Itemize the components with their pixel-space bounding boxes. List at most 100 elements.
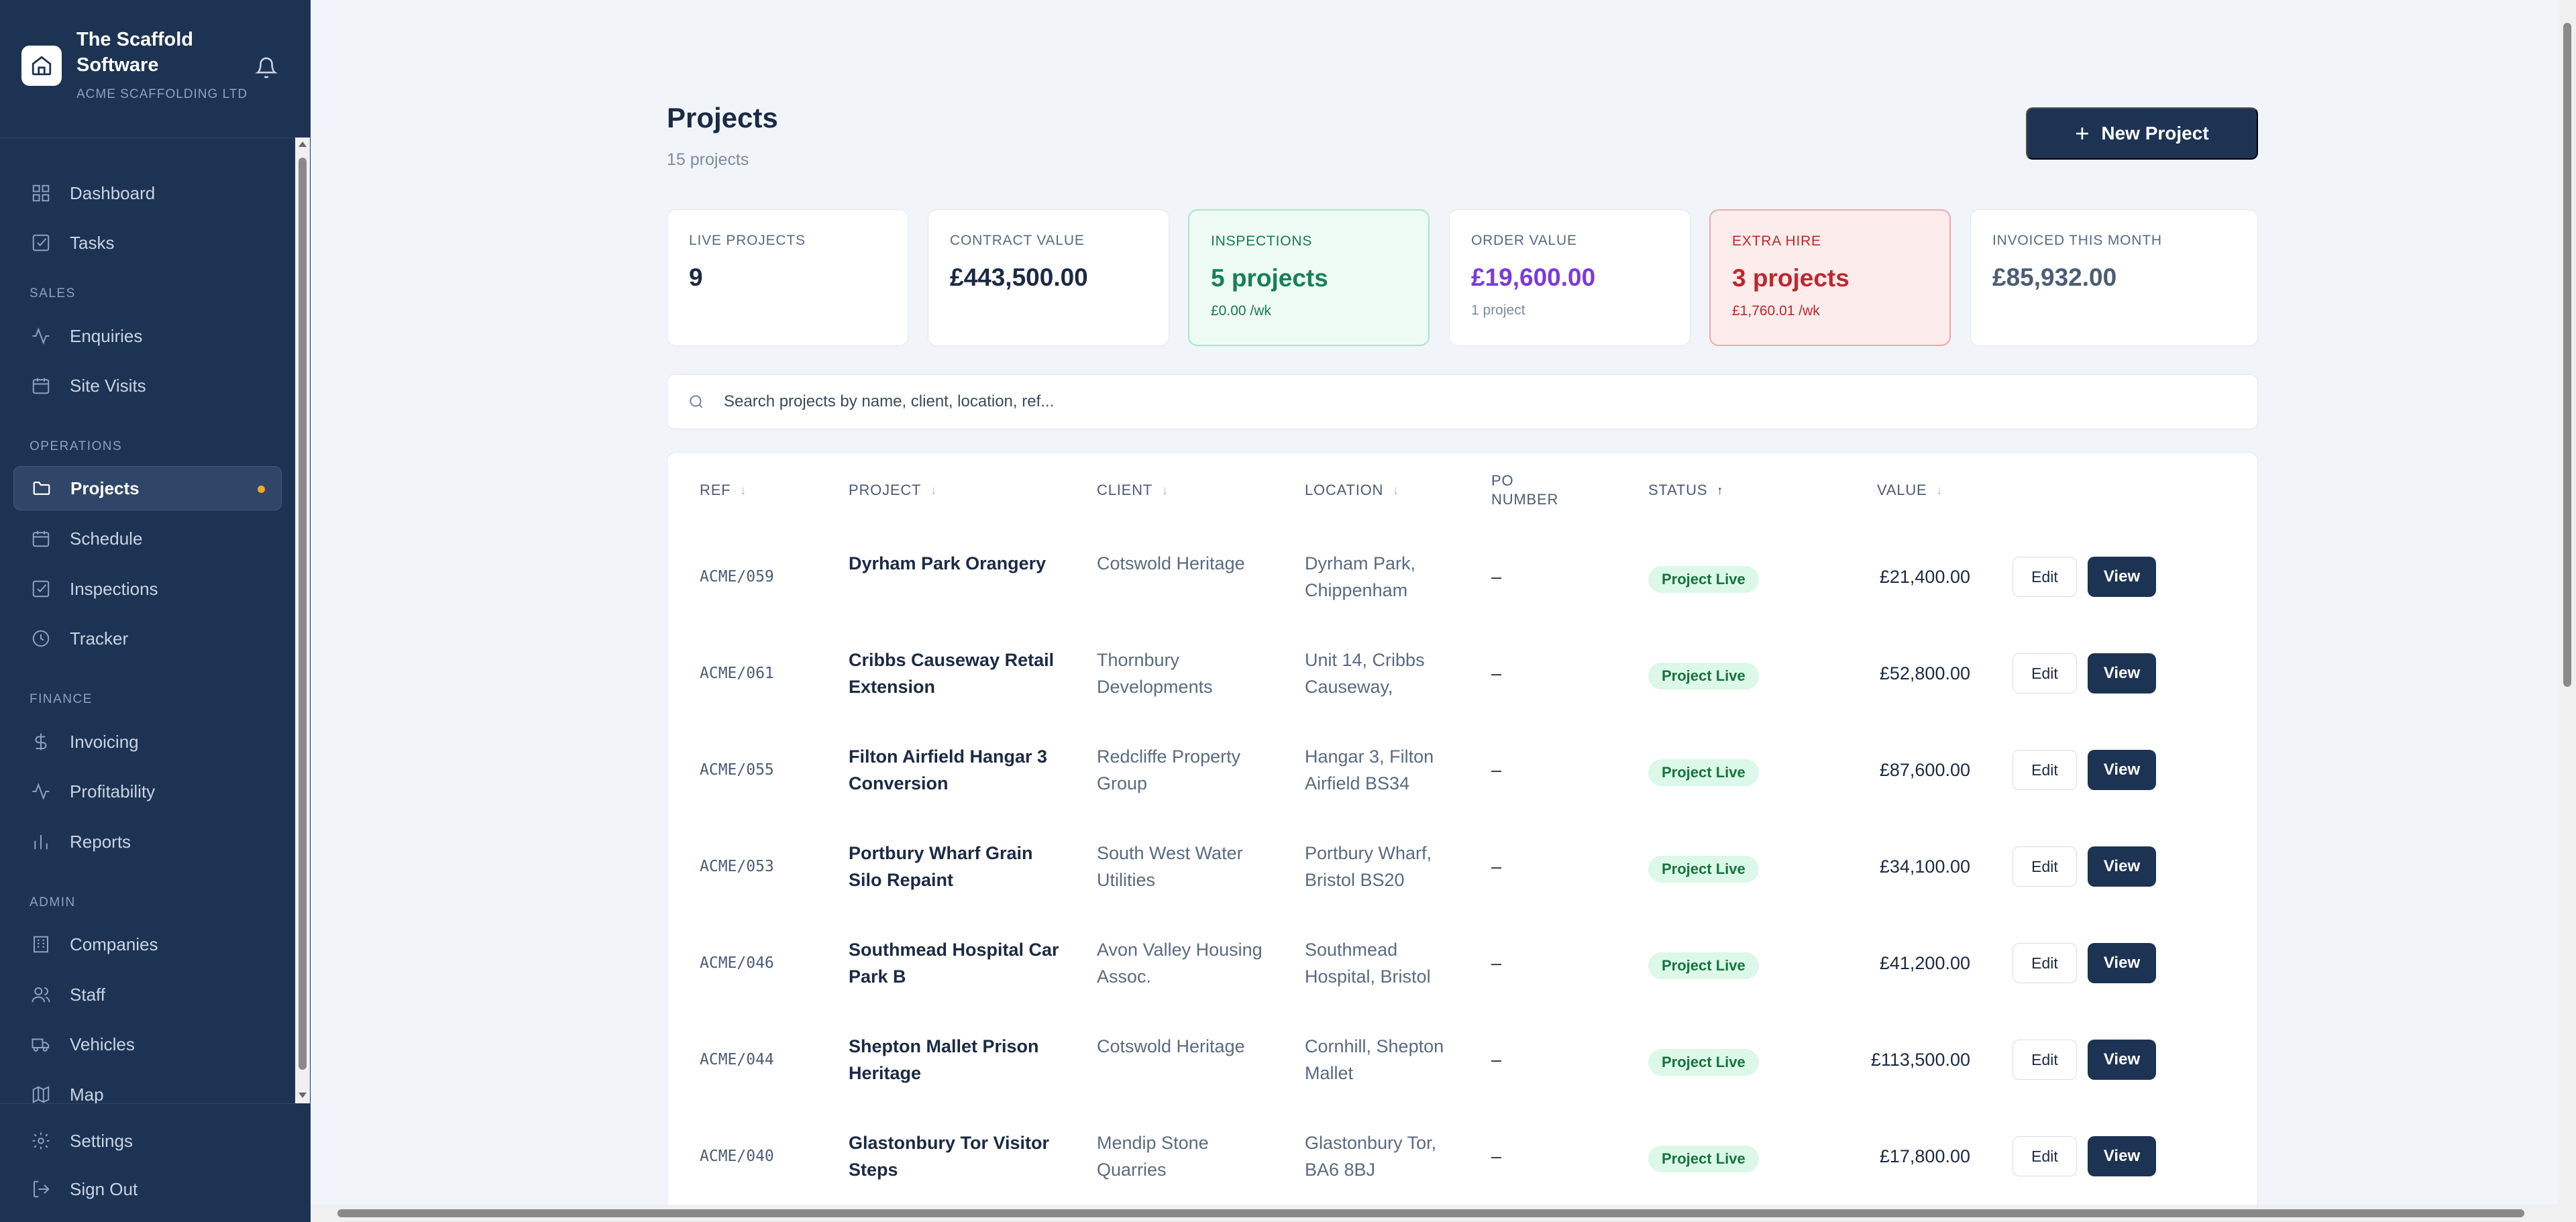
table-row[interactable]: ACME/061 Cribbs Causeway Retail Extensio… bbox=[667, 626, 2257, 722]
sidebar-item-reports[interactable]: Reports bbox=[13, 820, 282, 864]
sidebar-item-label: Tracker bbox=[70, 628, 129, 649]
search-input[interactable] bbox=[724, 392, 2200, 411]
edit-button[interactable]: Edit bbox=[2012, 750, 2077, 790]
sidebar-item-label: Settings bbox=[70, 1130, 133, 1151]
po-cell: – bbox=[1491, 663, 1502, 683]
view-button[interactable]: View bbox=[2088, 846, 2156, 887]
sidebar-item-settings[interactable]: Settings bbox=[13, 1119, 282, 1163]
page-horizontal-scrollbar[interactable] bbox=[311, 1205, 2559, 1222]
view-button[interactable]: View bbox=[2088, 1040, 2156, 1080]
building-icon bbox=[30, 933, 52, 956]
stat-card-invoiced-this-month[interactable]: INVOICED THIS MONTH £85,932.00 bbox=[1970, 209, 2258, 346]
sort-arrow-icon: ↓ bbox=[1393, 484, 1400, 497]
divider bbox=[0, 1103, 311, 1104]
new-project-button[interactable]: + New Project bbox=[2026, 107, 2258, 160]
col-header-label: REF bbox=[700, 482, 731, 498]
edit-button[interactable]: Edit bbox=[2012, 846, 2077, 887]
sidebar-item-vehicles[interactable]: Vehicles bbox=[13, 1022, 282, 1066]
sidebar-item-label: Invoicing bbox=[70, 731, 139, 752]
company-name: ACME SCAFFOLDING LTD bbox=[76, 87, 248, 101]
sidebar-item-tracker[interactable]: Tracker bbox=[13, 616, 282, 661]
po-cell: – bbox=[1491, 953, 1502, 973]
logout-icon bbox=[30, 1178, 52, 1201]
status-badge: Project Live bbox=[1648, 1146, 1759, 1172]
scrollbar-thumb[interactable] bbox=[299, 158, 307, 1070]
client-cell: Redcliffe Property Group bbox=[1097, 746, 1241, 793]
edit-button[interactable]: Edit bbox=[2012, 943, 2077, 983]
sidebar-scrollbar[interactable] bbox=[295, 137, 310, 1103]
scroll-up-arrow-icon[interactable] bbox=[299, 142, 307, 147]
col-header-status[interactable]: STATUS ↑ bbox=[1648, 481, 1723, 500]
sidebar-item-schedule[interactable]: Schedule bbox=[13, 516, 282, 561]
edit-button[interactable]: Edit bbox=[2012, 1136, 2077, 1176]
sidebar-item-inspections[interactable]: Inspections bbox=[13, 567, 282, 611]
dollar-icon bbox=[30, 730, 52, 753]
project-count: 15 projects bbox=[667, 150, 749, 169]
sidebar-item-companies[interactable]: Companies bbox=[13, 922, 282, 966]
bell-icon[interactable] bbox=[250, 51, 283, 85]
table-row[interactable]: ACME/040 Glastonbury Tor Visitor Steps M… bbox=[667, 1109, 2257, 1205]
stat-label: INVOICED THIS MONTH bbox=[1992, 233, 2162, 248]
search-icon bbox=[688, 392, 708, 412]
col-header-po-number[interactable]: PO NUMBER bbox=[1491, 471, 1565, 509]
view-button[interactable]: View bbox=[2088, 653, 2156, 693]
sidebar-item-staff[interactable]: Staff bbox=[13, 973, 282, 1017]
sidebar-item-label: Tasks bbox=[70, 232, 115, 253]
stat-card-order-value[interactable]: ORDER VALUE £19,600.00 1 project bbox=[1449, 209, 1690, 346]
table-row[interactable]: ACME/059 Dyrham Park Orangery Cotswold H… bbox=[667, 529, 2257, 626]
value-cell: £87,600.00 bbox=[1879, 760, 1970, 780]
scrollbar-thumb[interactable] bbox=[2563, 23, 2571, 687]
view-button[interactable]: View bbox=[2088, 557, 2156, 597]
table-row[interactable]: ACME/046 Southmead Hospital Car Park B A… bbox=[667, 915, 2257, 1012]
sidebar-item-profitability[interactable]: Profitability bbox=[13, 769, 282, 814]
sidebar-item-site-visits[interactable]: Site Visits bbox=[13, 364, 282, 408]
ref-cell: ACME/046 bbox=[700, 954, 774, 972]
plus-icon: + bbox=[2075, 119, 2090, 147]
project-cell: Glastonbury Tor Visitor Steps bbox=[849, 1133, 1050, 1180]
notification-dot bbox=[258, 486, 265, 493]
table-row[interactable]: ACME/055 Filton Airfield Hangar 3 Conver… bbox=[667, 722, 2257, 819]
col-header-client[interactable]: CLIENT ↓ bbox=[1097, 481, 1169, 500]
col-header-label: LOCATION bbox=[1305, 482, 1384, 498]
view-button[interactable]: View bbox=[2088, 943, 2156, 983]
sidebar-item-tasks[interactable]: Tasks bbox=[13, 221, 282, 265]
sort-arrow-icon: ↓ bbox=[1936, 484, 1943, 497]
value-cell: £52,800.00 bbox=[1879, 663, 1970, 683]
stat-card-extra-hire[interactable]: EXTRA HIRE 3 projects £1,760.01 /wk bbox=[1709, 209, 1951, 346]
col-header-label: PROJECT bbox=[849, 482, 922, 498]
projects-table: REF ↓ PROJECT ↓ CLIENT ↓ LOCATION ↓ PO NUMBE… bbox=[667, 452, 2258, 1222]
sidebar-item-enquiries[interactable]: Enquiries bbox=[13, 314, 282, 358]
activity-icon bbox=[30, 780, 52, 803]
col-header-ref[interactable]: REF ↓ bbox=[700, 481, 747, 500]
po-cell: – bbox=[1491, 1050, 1502, 1070]
edit-button[interactable]: Edit bbox=[2012, 653, 2077, 693]
client-cell: Cotswold Heritage bbox=[1097, 1036, 1245, 1056]
page-vertical-scrollbar[interactable] bbox=[2559, 0, 2576, 1222]
stat-card-contract-value[interactable]: CONTRACT VALUE £443,500.00 bbox=[928, 209, 1169, 346]
col-header-location[interactable]: LOCATION ↓ bbox=[1305, 481, 1399, 500]
location-cell: Hangar 3, Filton Airfield BS34 bbox=[1305, 746, 1434, 793]
search-bar[interactable] bbox=[667, 374, 2258, 429]
edit-button[interactable]: Edit bbox=[2012, 557, 2077, 597]
home-logo-icon[interactable] bbox=[21, 46, 62, 86]
scroll-down-arrow-icon[interactable] bbox=[299, 1093, 307, 1098]
sidebar-item-invoicing[interactable]: Invoicing bbox=[13, 720, 282, 764]
truck-icon bbox=[30, 1033, 52, 1056]
table-row[interactable]: ACME/053 Portbury Wharf Grain Silo Repai… bbox=[667, 819, 2257, 915]
checkbox-icon bbox=[30, 577, 52, 600]
stat-card-inspections[interactable]: INSPECTIONS 5 projects £0.00 /wk bbox=[1188, 209, 1430, 346]
sidebar-item-dashboard[interactable]: Dashboard bbox=[13, 171, 282, 215]
table-row[interactable]: ACME/044 Shepton Mallet Prison Heritage … bbox=[667, 1012, 2257, 1109]
sidebar-item-projects[interactable]: Projects bbox=[13, 466, 282, 510]
col-header-project[interactable]: PROJECT ↓ bbox=[849, 481, 937, 500]
sidebar-item-map[interactable]: Map bbox=[13, 1072, 282, 1103]
scrollbar-thumb[interactable] bbox=[337, 1209, 2524, 1217]
sidebar-item-sign-out[interactable]: Sign Out bbox=[13, 1167, 282, 1211]
sidebar-item-label: Reports bbox=[70, 831, 131, 852]
view-button[interactable]: View bbox=[2088, 750, 2156, 790]
location-cell: Glastonbury Tor, BA6 8BJ bbox=[1305, 1133, 1437, 1180]
stat-card-live-projects[interactable]: LIVE PROJECTS 9 bbox=[667, 209, 908, 346]
edit-button[interactable]: Edit bbox=[2012, 1040, 2077, 1080]
col-header-value[interactable]: VALUE ↓ bbox=[1877, 481, 1943, 500]
view-button[interactable]: View bbox=[2088, 1136, 2156, 1176]
